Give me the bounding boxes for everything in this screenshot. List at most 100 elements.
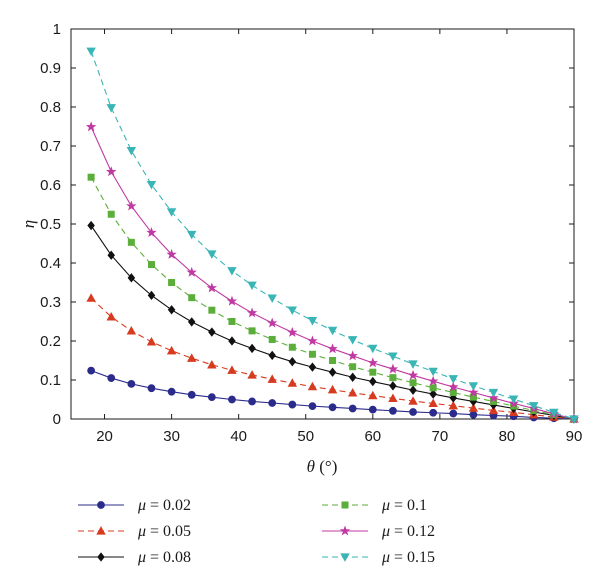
data-point <box>407 369 419 380</box>
data-point <box>248 397 256 406</box>
data-point <box>347 350 358 361</box>
legend-label-value: = 0.15 <box>390 549 435 566</box>
x-tick-label: 60 <box>364 428 381 445</box>
data-point <box>268 399 277 407</box>
legend-label: μ = 0.05 <box>137 523 191 540</box>
data-point <box>369 376 377 387</box>
data-point <box>268 335 276 343</box>
data-point <box>127 273 136 283</box>
data-point <box>86 47 96 57</box>
data-point <box>349 363 357 371</box>
data-point <box>367 357 378 368</box>
data-point <box>409 408 417 416</box>
legend-marker <box>339 525 351 536</box>
legend-label-value: = 0.1 <box>390 497 427 514</box>
data-point <box>206 282 218 293</box>
data-point <box>127 379 136 388</box>
data-point <box>469 410 478 419</box>
data-point <box>85 121 97 132</box>
data-point <box>389 406 397 415</box>
legend-marker <box>340 553 350 562</box>
data-point <box>228 395 236 404</box>
data-point <box>186 266 197 277</box>
data-point <box>429 389 437 399</box>
legend-label-value: = 0.08 <box>146 549 191 566</box>
data-point <box>468 403 479 412</box>
y-tick-label: 0.5 <box>40 216 61 233</box>
data-point <box>529 402 539 411</box>
x-tick-label: 80 <box>499 428 516 445</box>
data-point <box>347 388 358 397</box>
data-point <box>369 368 377 376</box>
series-2 <box>86 293 579 423</box>
y-tick-label: 0.9 <box>40 60 61 77</box>
data-point <box>166 248 177 259</box>
data-point <box>448 400 458 410</box>
legend-label-value: = 0.05 <box>146 523 191 540</box>
data-point <box>327 326 338 336</box>
legend-label: μ = 0.12 <box>381 523 435 540</box>
data-point <box>368 405 377 414</box>
axis-ticks: 20 30 40 50 60 70 80 90 0 0.1 0.2 0.3 0.4 0.5 0.6 0.7 0.… <box>40 21 582 445</box>
data-point <box>228 336 236 346</box>
legend-label-value: = 0.12 <box>390 523 435 540</box>
x-axis-label-symbol: θ <box>307 457 315 476</box>
y-axis-label: η <box>19 220 38 228</box>
data-point <box>167 305 176 315</box>
data-point <box>368 390 378 400</box>
data-point <box>226 295 238 306</box>
data-point <box>168 278 176 286</box>
legend-label-symbol: μ <box>137 549 146 566</box>
legend-label-symbol: μ <box>137 523 146 540</box>
data-point <box>228 317 236 325</box>
data-point <box>308 362 317 372</box>
legend-item: μ = 0.15 <box>322 549 435 566</box>
data-point <box>288 400 297 409</box>
legend: μ = 0.02μ = 0.05μ = 0.08μ = 0.1μ = 0.12μ… <box>78 497 435 566</box>
data-point <box>408 396 418 405</box>
data-point <box>208 327 216 337</box>
data-point <box>288 343 296 351</box>
data-point <box>208 306 216 314</box>
data-point <box>329 356 337 364</box>
data-point <box>147 290 156 301</box>
data-point <box>468 387 479 397</box>
data-point <box>106 166 117 177</box>
legend-item: μ = 0.05 <box>78 523 191 540</box>
data-point <box>409 385 417 395</box>
legend-label-symbol: μ <box>381 497 390 514</box>
data-point <box>429 408 438 417</box>
data-point <box>147 261 155 269</box>
data-point <box>247 281 257 291</box>
data-point <box>107 210 115 218</box>
data-point <box>388 393 398 402</box>
x-tick-label: 70 <box>432 428 449 445</box>
series-line <box>90 176 575 420</box>
y-tick-label: 0.2 <box>40 333 61 350</box>
data-point <box>146 336 157 346</box>
data-point <box>87 366 96 375</box>
data-point <box>429 384 437 392</box>
data-point <box>348 404 357 413</box>
y-tick-label: 0.7 <box>40 138 61 155</box>
series-6 <box>86 47 579 424</box>
data-point <box>287 378 298 387</box>
data-point <box>307 317 318 326</box>
data-point <box>287 306 298 316</box>
data-point <box>288 356 297 367</box>
data-point <box>267 317 278 328</box>
data-point <box>427 375 439 386</box>
data-point <box>227 267 237 276</box>
data-point <box>87 220 95 231</box>
data-point <box>207 393 216 402</box>
x-tick-label: 30 <box>163 428 180 445</box>
y-tick-label: 0.1 <box>40 372 61 389</box>
data-point <box>428 398 438 408</box>
x-axis-label: θ (°) <box>307 457 338 476</box>
data-point <box>368 344 378 354</box>
x-axis-label-unit: (°) <box>315 457 337 476</box>
data-point <box>187 317 196 327</box>
data-point <box>508 395 519 404</box>
data-point <box>147 384 156 393</box>
legend-marker <box>97 552 105 562</box>
